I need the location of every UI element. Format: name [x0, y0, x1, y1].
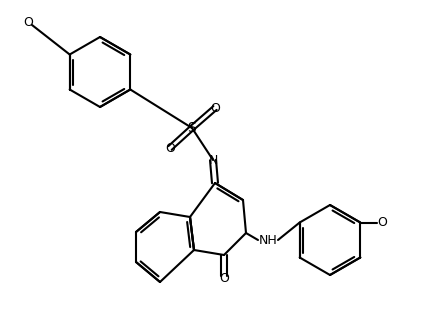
Text: O: O	[377, 216, 387, 229]
Text: N: N	[208, 153, 218, 166]
Text: O: O	[165, 141, 175, 154]
Text: S: S	[187, 121, 196, 135]
Text: O: O	[23, 16, 33, 29]
Text: NH: NH	[259, 233, 277, 246]
Text: O: O	[219, 272, 229, 285]
Text: O: O	[210, 101, 220, 114]
